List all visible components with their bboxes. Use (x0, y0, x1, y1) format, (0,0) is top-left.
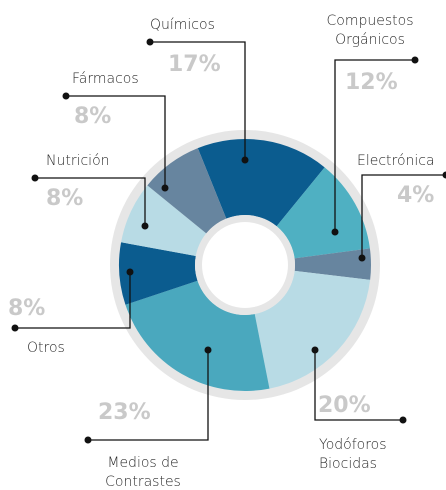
leader-line (150, 41, 246, 160)
value-label: 23% (98, 400, 151, 425)
leader-dot (311, 346, 319, 354)
leader-line (314, 350, 403, 421)
value-label: 12% (345, 70, 398, 95)
leader-line (66, 95, 166, 188)
leader-dot (442, 171, 446, 179)
donut-segment (197, 139, 325, 227)
leader-dot (31, 174, 39, 182)
donut-segment (276, 167, 370, 259)
category-label: Fármacos (72, 71, 139, 87)
leader-line (88, 350, 209, 441)
leader-line (15, 272, 131, 329)
leader-dot (241, 156, 249, 164)
leader-dot (411, 56, 419, 64)
value-label: 8% (8, 296, 46, 321)
value-label: 17% (168, 52, 221, 77)
category-label: Compuestos Orgánicos (326, 13, 414, 48)
category-label: Electrónica (357, 153, 435, 169)
hole (202, 222, 288, 308)
donut-segment (254, 270, 371, 389)
leader-line (334, 59, 415, 232)
value-label: 8% (46, 186, 84, 211)
leader-dot (141, 222, 149, 230)
category-label: Medios de Contrastes (105, 455, 181, 490)
leader-dot (399, 416, 407, 424)
leader-dot (161, 184, 169, 192)
leader-dot (126, 268, 134, 276)
leader-line (35, 177, 146, 226)
donut-segment (147, 148, 227, 234)
value-label: 4% (397, 183, 435, 208)
leader-dot (84, 436, 92, 444)
category-label: Yodóforos Biocidas (319, 437, 387, 472)
donut-segment (125, 280, 270, 391)
leader-dot (62, 92, 70, 100)
leader-dot (11, 324, 19, 332)
donut-segment (118, 242, 198, 305)
donut-segment (294, 248, 371, 280)
value-label: 8% (74, 104, 112, 129)
value-label: 20% (318, 393, 371, 418)
category-label: Nutrición (46, 153, 110, 169)
leader-dot (331, 228, 339, 236)
donut-segment (121, 185, 207, 256)
leader-dot (204, 346, 212, 354)
category-label: Químicos (150, 17, 215, 33)
category-label: Otros (27, 340, 65, 356)
leader-line (361, 174, 446, 258)
leader-dot (358, 254, 366, 262)
leader-dot (146, 38, 154, 46)
